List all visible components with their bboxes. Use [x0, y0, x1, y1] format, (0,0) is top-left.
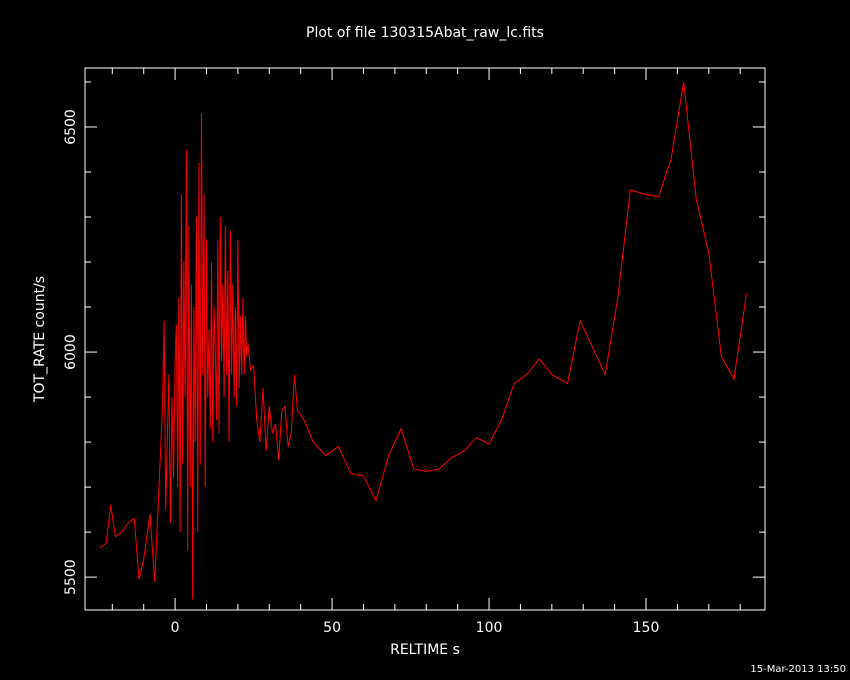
y-tick-label: 6000 [63, 334, 79, 370]
y-axis-label: TOT_RATE count/s [32, 276, 48, 403]
x-tick-label: 100 [476, 620, 503, 636]
x-axis-label: RELTIME s [390, 642, 460, 658]
chart-title: Plot of file 130315Abat_raw_lc.fits [306, 25, 544, 41]
y-tick-label: 6500 [63, 109, 79, 145]
y-tick-label: 5500 [63, 559, 79, 595]
footer: 15-Mar-2013 13:50 [750, 664, 846, 675]
x-tick-label: 150 [633, 620, 660, 636]
x-tick-label: 0 [171, 620, 180, 636]
plot-frame [84, 67, 766, 611]
x-tick-label: 50 [323, 620, 341, 636]
data-line [99, 81, 747, 600]
